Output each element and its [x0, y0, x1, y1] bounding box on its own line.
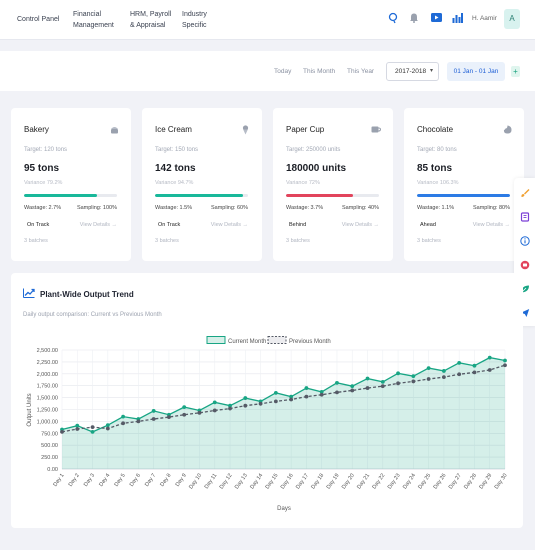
card-value: 142 tons	[155, 163, 196, 174]
nav-label-line1: Financial	[73, 11, 102, 18]
filter-today[interactable]: Today	[274, 68, 292, 75]
card-value: 95 tons	[24, 163, 60, 174]
avatar[interactable]: A	[504, 9, 520, 29]
card-title: Ice Cream	[155, 125, 192, 134]
card-wastage: Wastage: 2.7%	[24, 205, 62, 211]
add-button[interactable]: +	[511, 66, 520, 77]
year-select[interactable]: 2017-2018 ▾	[386, 62, 439, 81]
view-details-link[interactable]: View Details →	[341, 222, 379, 228]
card-wastage: Wastage: 3.7%	[286, 205, 324, 211]
filter-bar	[0, 51, 535, 91]
card-target: Target: 250000 units	[286, 147, 341, 153]
card-batches: 3 batches	[24, 238, 48, 244]
chocolate-icon	[503, 125, 512, 136]
nav-label-line2: Management	[73, 22, 114, 29]
card-sampling: Sampling: 60%	[211, 205, 248, 211]
kpi-card-bakery: Bakery Target: 120 tons 95 tons Variance…	[11, 108, 131, 261]
card-wastage: Wastage: 1.5%	[155, 205, 193, 211]
nav-label-line2: & Appraisal	[130, 22, 166, 29]
view-details-link[interactable]: View Details →	[79, 222, 117, 228]
card-sampling: Sampling: 40%	[342, 205, 379, 211]
top-navigation-bar: Control Panel Financial Management HRM, …	[0, 0, 535, 40]
kpi-card-chocolate: Chocolate Target: 80 tons 85 tons Varian…	[404, 108, 524, 261]
nav-label: Control Panel	[17, 16, 60, 23]
chart-subtitle: Daily output comparison: Current vs Prev…	[23, 312, 162, 318]
progress-fill	[417, 194, 510, 197]
nav-label-line2: Specific	[182, 22, 207, 29]
brush-icon[interactable]	[520, 188, 530, 198]
card-batches: 3 batches	[155, 238, 179, 244]
progress-bar	[24, 194, 117, 197]
status-badge: Behind	[289, 222, 307, 228]
status-badge: On Track	[27, 222, 50, 228]
kpi-card-ice-cream: Ice Cream Target: 150 tons 142 tons Vari…	[142, 108, 262, 261]
user-name[interactable]: H. Aamir	[472, 15, 497, 22]
card-target: Target: 120 tons	[24, 147, 68, 153]
card-value: 85 tons	[417, 163, 453, 174]
card-title: Chocolate	[417, 125, 454, 134]
card-value: 180000 units	[286, 163, 347, 174]
card-batches: 3 batches	[286, 238, 310, 244]
card-variance: Variance 72%	[286, 180, 320, 186]
ice-cream-icon	[241, 125, 250, 137]
chart-icon[interactable]	[452, 12, 463, 27]
card-sampling: Sampling: 100%	[76, 205, 117, 211]
card-batches: 3 batches	[417, 238, 441, 244]
nav-financial-management[interactable]: Financial Management	[73, 9, 114, 31]
send-icon[interactable]	[520, 308, 530, 318]
progress-fill	[24, 194, 98, 197]
card-target: Target: 80 tons	[417, 147, 457, 153]
nav-hrm-payroll[interactable]: HRM, Payroll & Appraisal	[130, 9, 171, 31]
card-target: Target: 150 tons	[155, 147, 199, 153]
nav-industry-specific[interactable]: Industry Specific	[182, 9, 207, 31]
nav-label-line1: HRM, Payroll	[130, 11, 172, 18]
filter-this-year[interactable]: This Year	[347, 68, 375, 75]
view-details-link[interactable]: View Details →	[210, 222, 248, 228]
chart-title: Plant-Wide Output Trend	[40, 290, 134, 299]
filter-this-month[interactable]: This Month	[303, 68, 336, 75]
progress-fill	[286, 194, 353, 197]
play-icon[interactable]	[431, 12, 442, 27]
nav-control-panel[interactable]: Control Panel	[17, 14, 59, 25]
view-details-link[interactable]: View Details →	[472, 222, 510, 228]
record-icon[interactable]	[520, 260, 530, 270]
book-icon[interactable]	[520, 212, 530, 222]
card-wastage: Wastage: 1.1%	[417, 205, 455, 211]
status-badge: Ahead	[420, 222, 436, 228]
date-range-button[interactable]: 01 Jan - 01 Jan	[447, 62, 505, 81]
search-icon[interactable]	[388, 12, 398, 28]
cake-icon	[110, 125, 119, 136]
kpi-card-paper-cup: Paper Cup Target: 250000 units 180000 un…	[273, 108, 393, 261]
card-sampling: Sampling: 80%	[473, 205, 510, 211]
year-select-value: 2017-2018	[395, 68, 427, 75]
status-badge: On Track	[158, 222, 181, 228]
chevron-down-icon: ▾	[429, 68, 433, 74]
cup-icon	[371, 125, 382, 136]
progress-bar	[417, 194, 510, 197]
progress-bar	[155, 194, 248, 197]
card-title: Bakery	[24, 125, 49, 134]
info-icon[interactable]	[520, 236, 530, 246]
card-variance: Variance 94.7%	[155, 180, 194, 186]
card-variance: Variance 79.2%	[24, 180, 63, 186]
trend-chart-icon	[23, 288, 35, 301]
progress-bar	[286, 194, 379, 197]
card-variance: Variance 106.3%	[417, 180, 459, 186]
output-trend-panel: Plant-Wide Output Trend Daily output com…	[11, 273, 523, 528]
progress-fill	[155, 194, 244, 197]
card-title: Paper Cup	[286, 125, 325, 134]
nav-label-line1: Industry	[182, 11, 207, 18]
bell-icon[interactable]	[409, 12, 419, 27]
